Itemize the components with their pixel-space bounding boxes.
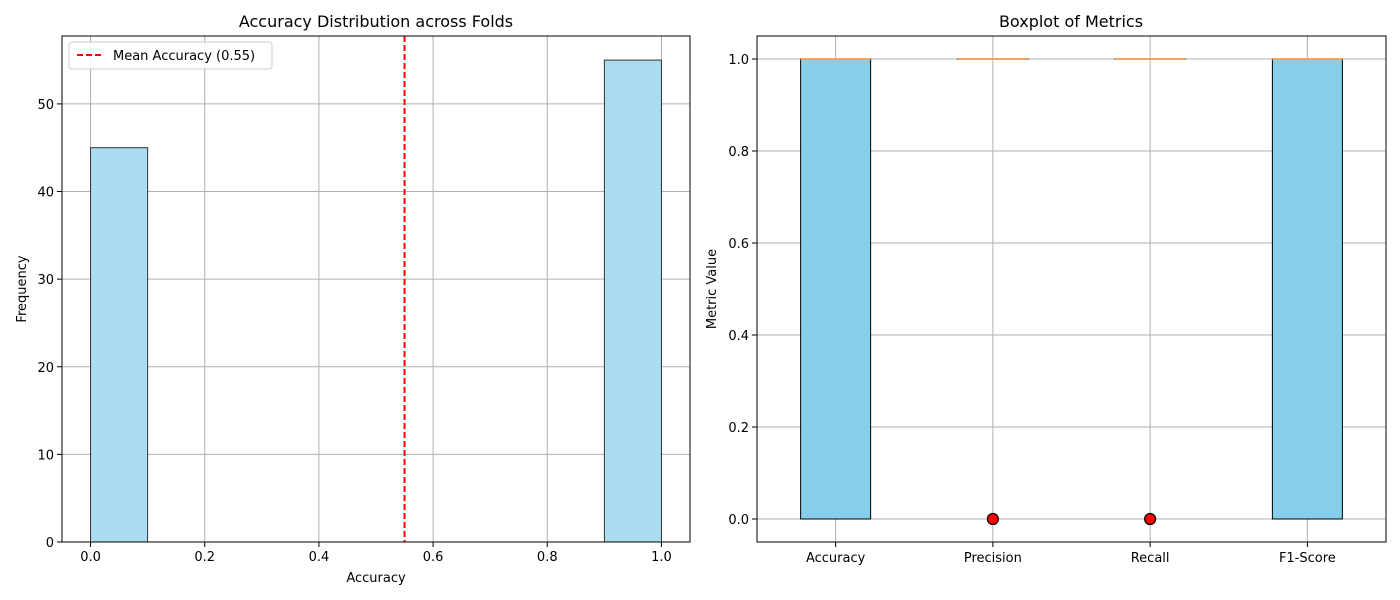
boxplot-category-label: Accuracy (806, 551, 866, 566)
boxplot-chart: Boxplot of Metrics 0.0 0.2 0.4 0.6 0.8 1.0 Ac… (705, 12, 1387, 566)
histogram-bar (603, 59, 662, 543)
histogram-bar (90, 147, 149, 543)
histogram-y-tick-label: 0 (46, 536, 54, 551)
histogram-y-tick-label: 20 (37, 361, 54, 376)
boxplot-box (800, 58, 872, 520)
boxplot-category-label: Recall (1131, 551, 1170, 566)
histogram-chart: Accuracy Distribution across Folds 0.0 0.… (15, 12, 691, 586)
boxplot-y-ticks: 0.0 0.2 0.4 0.6 0.8 1.0 (728, 53, 757, 528)
boxplot-boxes (800, 58, 1343, 526)
histogram-x-ticks: 0.0 0.2 0.4 0.6 0.8 1.0 (80, 542, 672, 565)
boxplot-x-ticks: Accuracy Precision Recall F1-Score (806, 542, 1336, 566)
boxplot-y-tick-label: 1.0 (728, 53, 749, 68)
histogram-y-tick-label: 40 (37, 186, 54, 201)
boxplot-category-label: F1-Score (1279, 551, 1336, 566)
boxplot-outlier (986, 512, 999, 526)
histogram-y-tick-label: 50 (37, 98, 54, 113)
boxplot-y-tick-label: 0.2 (728, 421, 749, 436)
boxplot-y-tick-label: 0.0 (728, 513, 749, 528)
histogram-x-axis-label: Accuracy (346, 571, 406, 586)
boxplot-y-tick-label: 0.4 (728, 329, 749, 344)
legend-box (68, 41, 273, 70)
histogram-y-ticks: 0 10 20 30 40 50 (37, 98, 62, 551)
boxplot-y-tick-label: 0.6 (728, 237, 749, 252)
histogram-title: Accuracy Distribution across Folds (239, 12, 513, 31)
histogram-x-tick-label: 1.0 (651, 550, 672, 565)
boxplot-y-axis-label: Metric Value (705, 249, 720, 329)
boxplot-outlier (1144, 512, 1157, 526)
histogram-x-tick-label: 0.2 (194, 550, 215, 565)
boxplot-title: Boxplot of Metrics (999, 12, 1143, 31)
histogram-bars (90, 59, 662, 543)
boxplot-plot-frame (756, 35, 1387, 543)
boxplot-category-label: Precision (964, 551, 1022, 566)
histogram-y-axis-label: Frequency (15, 255, 30, 322)
histogram-x-tick-label: 0.6 (423, 550, 444, 565)
histogram-y-tick-label: 30 (37, 273, 54, 288)
histogram-x-tick-label: 0.0 (80, 550, 101, 565)
boxplot-y-tick-label: 0.8 (728, 145, 749, 160)
legend-label: Mean Accuracy (0.55) (113, 49, 255, 64)
histogram-x-tick-label: 0.8 (537, 550, 558, 565)
boxplot-box (1271, 58, 1343, 520)
histogram-y-tick-label: 10 (37, 448, 54, 463)
histogram-legend: Mean Accuracy (0.55) (68, 41, 273, 70)
histogram-grid (62, 36, 690, 543)
histogram-x-tick-label: 0.4 (309, 550, 330, 565)
histogram-plot-frame (61, 35, 691, 543)
